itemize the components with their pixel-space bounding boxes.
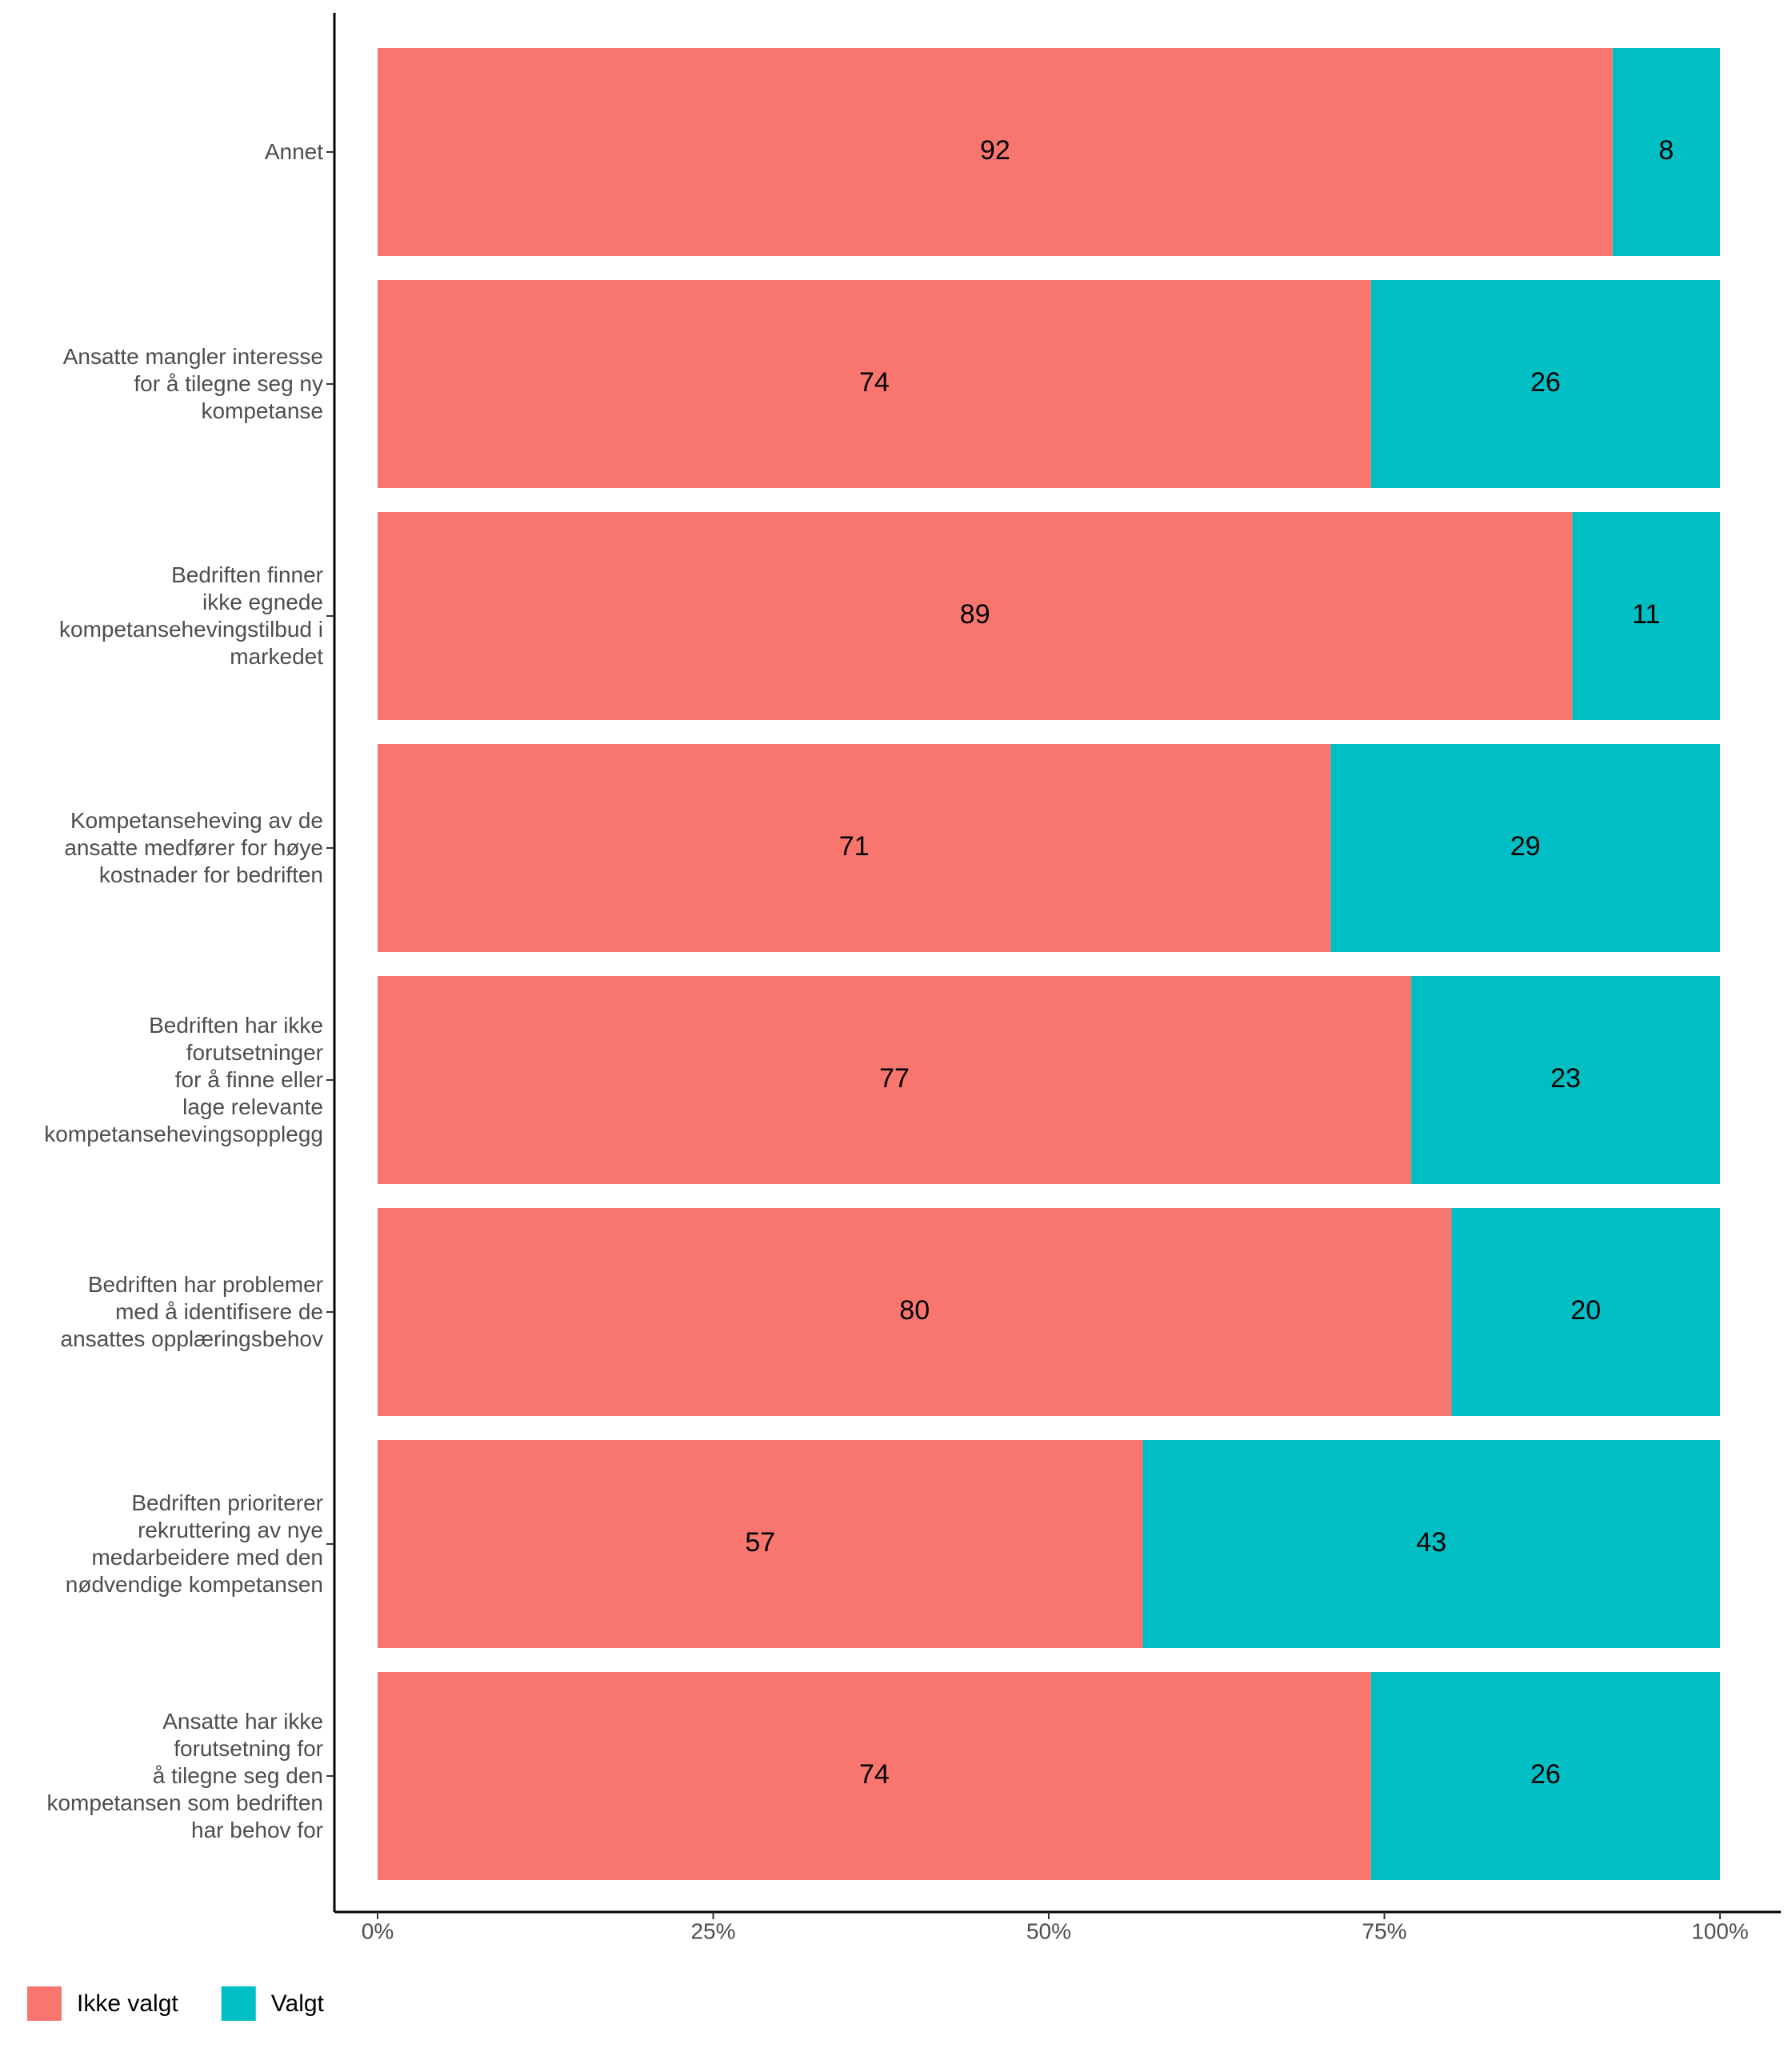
bar-segment xyxy=(378,48,1613,256)
bar-segment xyxy=(1612,48,1720,256)
y-tick-label: Ansatte har ikke forutsetning for å tile… xyxy=(46,1709,323,1842)
x-tick-label: 0% xyxy=(362,1918,394,1943)
x-tick-label: 50% xyxy=(1026,1918,1071,1943)
bar-segment xyxy=(378,976,1412,1184)
legend-swatch xyxy=(221,1986,256,2021)
bar-segment xyxy=(1572,512,1720,720)
data-label: 89 xyxy=(960,599,990,630)
data-label: 11 xyxy=(1632,599,1660,630)
data-label: 26 xyxy=(1530,1759,1561,1790)
bar-segment xyxy=(378,1208,1452,1416)
data-label: 20 xyxy=(1570,1295,1601,1326)
data-label: 92 xyxy=(980,135,1010,166)
data-label: 8 xyxy=(1658,135,1674,166)
bar-segment xyxy=(1370,280,1720,488)
y-tick-label: Bedriften finner ikke egnede kompetanseh… xyxy=(59,562,323,669)
data-label: 74 xyxy=(859,1759,890,1790)
data-label: 26 xyxy=(1530,367,1561,398)
bar-segment xyxy=(1370,1672,1720,1880)
x-tick-label: 25% xyxy=(690,1918,735,1943)
x-tick-label: 75% xyxy=(1362,1918,1406,1943)
y-tick-label: Annet xyxy=(264,139,323,164)
bar-segment xyxy=(378,512,1573,720)
data-label: 80 xyxy=(899,1295,930,1326)
data-label: 77 xyxy=(879,1063,910,1094)
data-label: 43 xyxy=(1416,1527,1446,1558)
data-label: 74 xyxy=(859,367,890,398)
legend-label: Ikke valgt xyxy=(77,1990,178,2017)
bar-segment xyxy=(1142,1440,1720,1648)
y-tick-label: Ansatte mangler interesse for å tilegne … xyxy=(62,344,323,423)
bar-segment xyxy=(1330,744,1720,952)
legend-swatch xyxy=(27,1986,62,2021)
data-label: 71 xyxy=(839,831,870,862)
y-tick-label: Kompetanseheving av de ansatte medfører … xyxy=(64,808,323,887)
x-tick-label: 100% xyxy=(1691,1918,1749,1943)
data-label: 23 xyxy=(1550,1063,1581,1094)
bar-segment xyxy=(378,1440,1143,1648)
y-tick-label: Bedriften prioriterer rekruttering av ny… xyxy=(65,1490,323,1597)
data-label: 57 xyxy=(745,1527,775,1558)
legend-label: Valgt xyxy=(271,1990,325,2017)
bar-segment xyxy=(378,1672,1371,1880)
bar-segment xyxy=(1451,1208,1720,1416)
bar-segment xyxy=(378,280,1371,488)
data-label: 29 xyxy=(1510,831,1541,862)
y-tick-label: Bedriften har problemer med å identifise… xyxy=(60,1272,323,1351)
bar-segment xyxy=(1411,976,1720,1184)
y-tick-label: Bedriften har ikke forutsetninger for å … xyxy=(44,1013,323,1146)
bar-segment xyxy=(378,744,1331,952)
